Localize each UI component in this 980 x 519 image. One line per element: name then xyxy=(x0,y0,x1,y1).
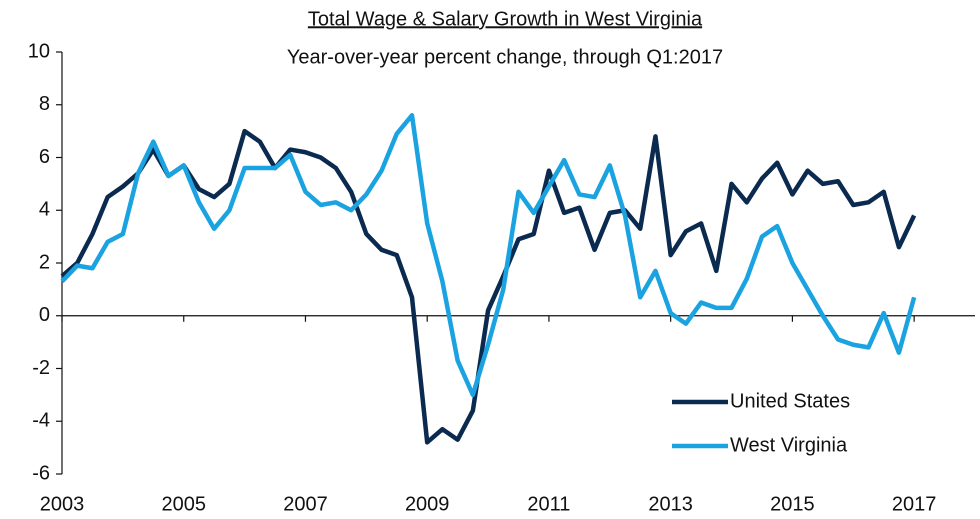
x-tick-label: 2003 xyxy=(40,493,85,515)
y-tick-label: 2 xyxy=(39,251,50,273)
x-tick-label: 2017 xyxy=(892,493,937,515)
x-tick-label: 2009 xyxy=(405,493,450,515)
y-tick-label: 6 xyxy=(39,146,50,168)
legend-label: West Virginia xyxy=(730,434,848,456)
y-tick-label: 8 xyxy=(39,93,50,115)
legend-label: United States xyxy=(730,390,850,412)
x-tick-label: 2013 xyxy=(648,493,693,515)
series-line xyxy=(60,113,917,398)
y-tick-label: 0 xyxy=(39,304,50,326)
chart-title: Total Wage & Salary Growth in West Virgi… xyxy=(308,8,703,30)
x-tick-label: 2007 xyxy=(283,493,328,515)
y-tick-label: -4 xyxy=(32,410,50,432)
y-tick-label: 10 xyxy=(28,40,50,62)
chart-subtitle: Year-over-year percent change, through Q… xyxy=(287,46,723,68)
series-line xyxy=(60,128,917,445)
x-tick-label: 2015 xyxy=(770,493,815,515)
x-tick-label: 2005 xyxy=(161,493,206,515)
y-tick-label: -2 xyxy=(32,357,50,379)
x-tick-label: 2011 xyxy=(527,493,570,515)
y-tick-label: 4 xyxy=(39,199,50,221)
y-tick-label: -6 xyxy=(32,462,50,484)
